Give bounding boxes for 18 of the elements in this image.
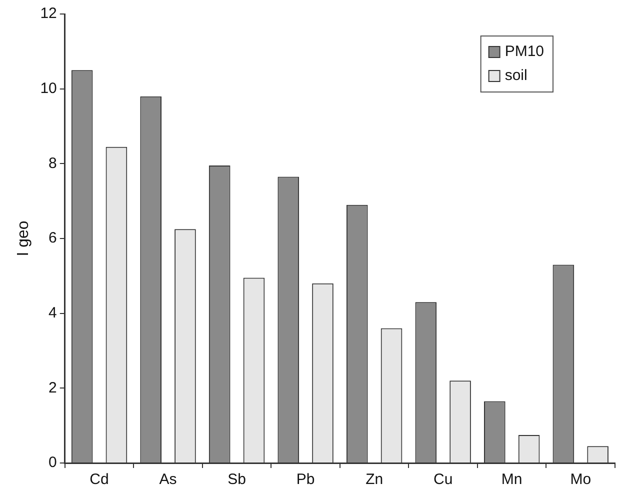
y-tick-label: 6: [48, 230, 57, 247]
x-tick-label: Pb: [296, 471, 315, 488]
x-tick-label: Sb: [228, 471, 246, 488]
legend-label: soil: [504, 67, 528, 84]
legend-label: PM10: [504, 43, 544, 60]
y-tick-label: 12: [40, 5, 57, 22]
x-tick-label: Mn: [501, 471, 522, 488]
x-tick-label: Zn: [366, 471, 384, 488]
y-tick-label: 8: [48, 154, 57, 172]
y-tick-label: 0: [48, 454, 57, 472]
y-axis-title: I geo: [15, 220, 32, 256]
x-tick-label: Cu: [433, 471, 453, 488]
y-tick-label: 10: [40, 80, 57, 97]
x-tick-label: Mo: [570, 471, 592, 488]
x-tick-label: As: [159, 471, 177, 488]
y-tick-label: 2: [48, 379, 57, 396]
x-tick-label: Cd: [90, 471, 109, 488]
y-tick-label: 4: [48, 304, 57, 322]
